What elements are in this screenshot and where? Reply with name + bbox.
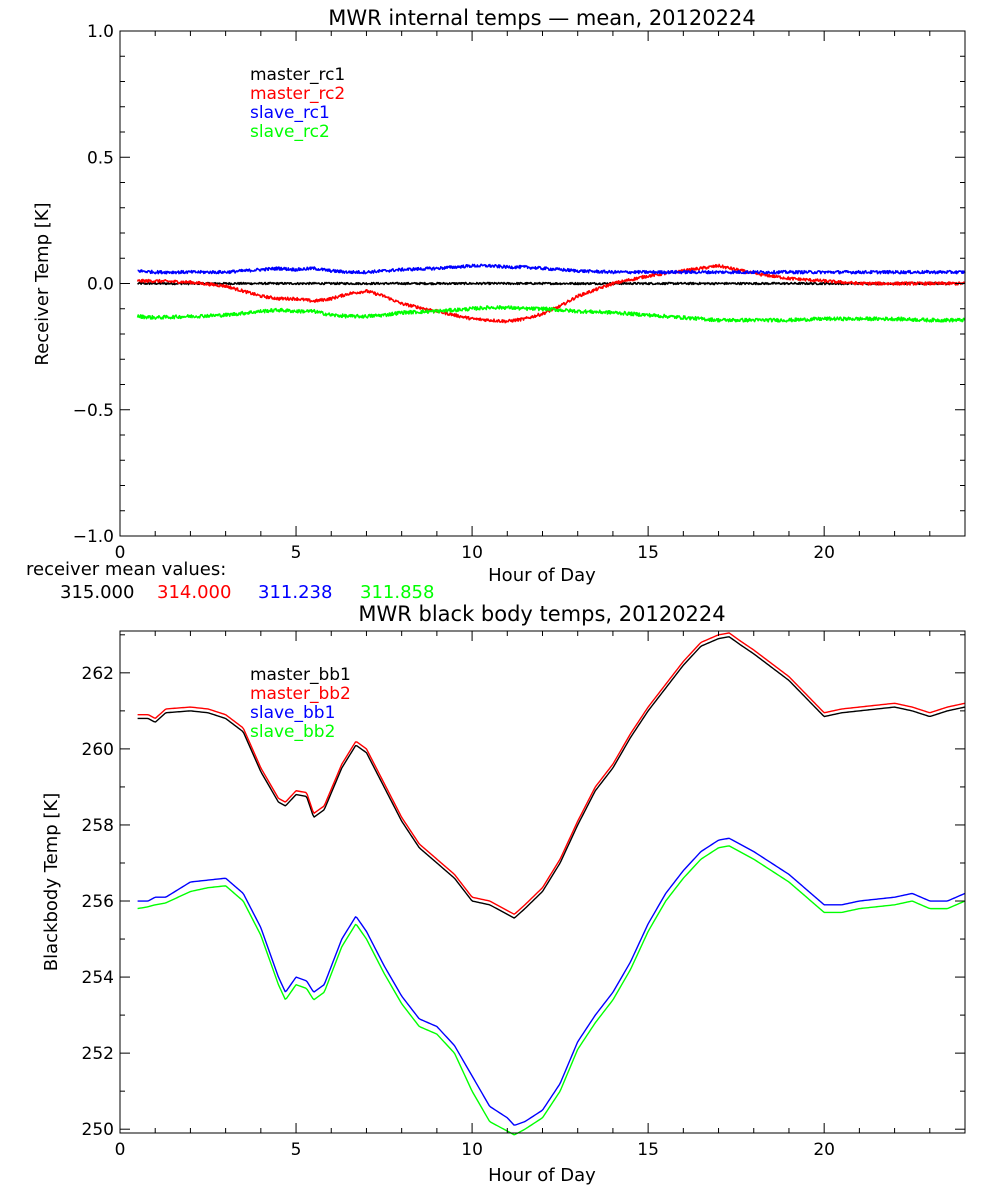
legend-master-bb1: master_bb1 — [250, 665, 351, 685]
receiver-x-axis-label: Hour of Day — [488, 565, 596, 586]
blackbody-chart-title: MWR black body temps, 20120224 — [358, 602, 725, 626]
blackbody-y-tick-label: 256 — [82, 892, 114, 912]
blackbody-axes: 0 5 10 15 20 250 252 254 256 258 260 262 — [82, 630, 966, 1160]
receiver-series-group — [136, 263, 966, 324]
receiver-mean-master-rc1: 315.000 — [60, 582, 134, 603]
receiver-x-tick-label: 0 — [115, 543, 126, 563]
receiver-line-slave-rc2 — [136, 304, 966, 323]
receiver-x-tick-label: 20 — [813, 543, 835, 563]
legend-slave-bb1: slave_bb1 — [250, 703, 335, 723]
receiver-x-tick-label: 5 — [291, 543, 302, 563]
blackbody-x-tick-label: 10 — [461, 1140, 483, 1160]
blackbody-x-tick-label: 0 — [115, 1140, 126, 1160]
blackbody-plot-frame — [119, 630, 966, 1134]
blackbody-y-tick-label: 254 — [82, 968, 114, 988]
receiver-chart: MWR internal temps — mean, 20120224 0 5 10… — [32, 6, 966, 586]
receiver-chart-title: MWR internal temps — mean, 20120224 — [328, 6, 755, 30]
receiver-y-tick-label: −1.0 — [73, 527, 114, 547]
blackbody-line-slave-bb1 — [137, 837, 966, 1126]
blackbody-y-axis-label: Blackbody Temp [K] — [41, 793, 62, 971]
blackbody-line-slave-bb2 — [137, 845, 966, 1136]
blackbody-series-group — [137, 632, 966, 1136]
receiver-x-tick-label: 15 — [637, 543, 659, 563]
legend-master-bb2: master_bb2 — [250, 684, 351, 704]
blackbody-x-tick-label: 15 — [637, 1140, 659, 1160]
receiver-mean-readout: receiver mean values: 315.000 314.000 31… — [26, 559, 434, 603]
blackbody-y-tick-label: 260 — [82, 740, 114, 760]
blackbody-line-master-bb2 — [137, 632, 966, 915]
receiver-y-tick-label: 0.0 — [87, 275, 114, 295]
blackbody-y-tick-label: 252 — [82, 1044, 114, 1064]
receiver-axes: 0 5 10 15 20 −1.0 −0.5 0.0 0.5 1.0 — [73, 22, 966, 563]
blackbody-y-tick-label: 250 — [82, 1120, 114, 1140]
blackbody-y-tick-label: 262 — [82, 664, 114, 684]
blackbody-y-tick-label: 258 — [82, 816, 114, 836]
blackbody-legend: master_bb1 master_bb2 slave_bb1 slave_bb… — [250, 665, 351, 742]
legend-slave-rc1: slave_rc1 — [250, 103, 330, 123]
receiver-legend: master_rc1 master_rc2 slave_rc1 slave_rc… — [250, 65, 345, 142]
blackbody-chart: MWR black body temps, 20120224 0 5 10 15 20 2… — [41, 602, 966, 1186]
blackbody-x-tick-label: 20 — [813, 1140, 835, 1160]
receiver-y-tick-label: 1.0 — [87, 22, 114, 42]
receiver-y-tick-label: 0.5 — [87, 148, 114, 168]
legend-master-rc2: master_rc2 — [250, 84, 345, 104]
blackbody-line-master-bb1 — [137, 636, 966, 919]
receiver-mean-slave-rc1: 311.238 — [258, 582, 332, 603]
receiver-y-tick-label: −0.5 — [73, 401, 114, 421]
legend-slave-rc2: slave_rc2 — [250, 122, 330, 142]
receiver-mean-master-rc2: 314.000 — [157, 582, 231, 603]
receiver-mean-label: receiver mean values: — [26, 559, 226, 580]
receiver-line-master-rc1 — [136, 281, 966, 286]
receiver-y-axis-label: Receiver Temp [K] — [32, 202, 53, 365]
legend-master-rc1: master_rc1 — [250, 65, 345, 85]
receiver-x-tick-label: 10 — [461, 543, 483, 563]
blackbody-x-tick-label: 5 — [291, 1140, 302, 1160]
legend-slave-bb2: slave_bb2 — [250, 722, 335, 742]
blackbody-x-axis-label: Hour of Day — [488, 1165, 596, 1186]
receiver-line-slave-rc1 — [137, 263, 966, 275]
receiver-mean-slave-rc2: 311.858 — [360, 582, 434, 603]
